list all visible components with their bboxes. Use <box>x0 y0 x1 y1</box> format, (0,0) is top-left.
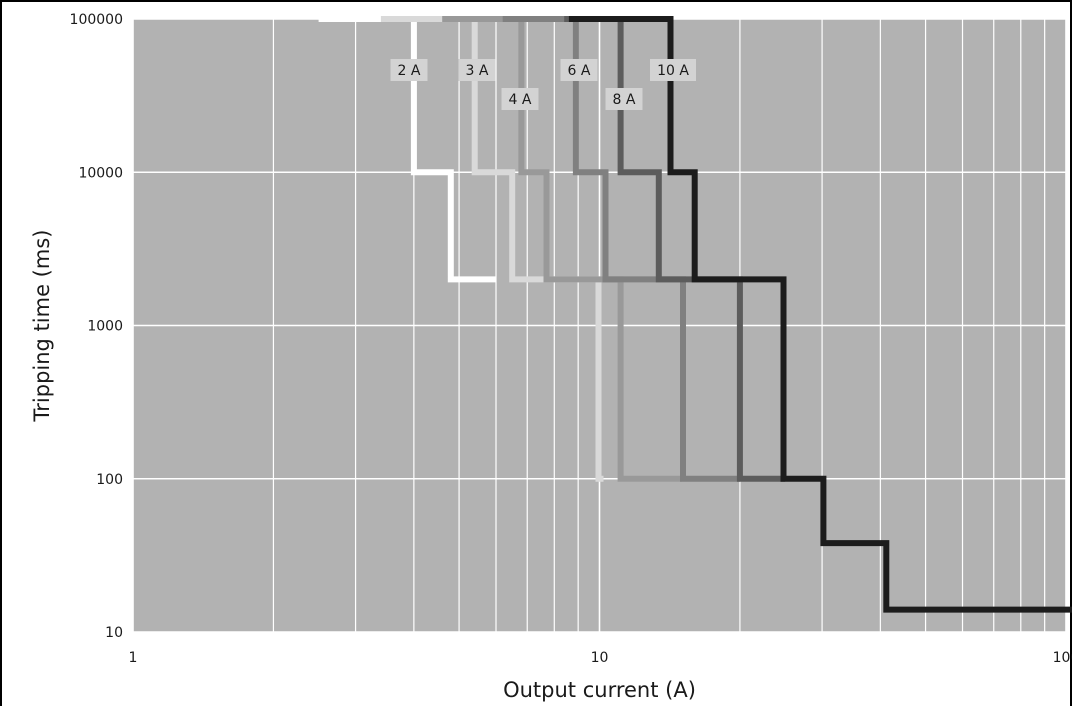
y-tick-label: 1000 <box>87 319 123 335</box>
y-tick-label: 10000 <box>78 165 123 181</box>
series-line-10a <box>568 16 1072 613</box>
series-label-box <box>605 88 643 110</box>
series-label: 3 A <box>466 63 489 79</box>
series-label-box <box>501 88 539 110</box>
tick-label-layer: 10 100 1000 10000 100000 1 10 100 <box>70 12 1072 666</box>
series-label-box <box>458 59 496 81</box>
series-label: 2 A <box>398 63 421 79</box>
series-label-box <box>650 59 696 81</box>
series-label: 4 A <box>509 92 532 108</box>
y-tick-label: 100000 <box>70 12 123 28</box>
series-layer <box>318 16 1072 613</box>
series-line-8a <box>564 16 786 482</box>
y-axis-title: Tripping time (ms) <box>30 230 54 423</box>
y-tick-label: 10 <box>105 625 123 641</box>
series-line-4a <box>442 16 682 482</box>
x-tick-label: 1 <box>129 650 138 666</box>
series-label-box <box>390 59 428 81</box>
series-line-3a <box>380 16 604 482</box>
y-tick-label: 100 <box>96 472 123 488</box>
series-label-layer: 2 A 3 A 4 A 6 A 8 A 10 A <box>390 59 696 110</box>
series-label-box <box>560 59 598 81</box>
x-tick-label: 100 <box>1053 650 1072 666</box>
series-line-6a <box>502 16 740 482</box>
series-label: 10 A <box>657 63 689 79</box>
x-tick-label: 10 <box>591 650 609 666</box>
series-label: 8 A <box>613 92 636 108</box>
x-axis-title: Output current (A) <box>503 678 696 702</box>
series-label: 6 A <box>568 63 591 79</box>
